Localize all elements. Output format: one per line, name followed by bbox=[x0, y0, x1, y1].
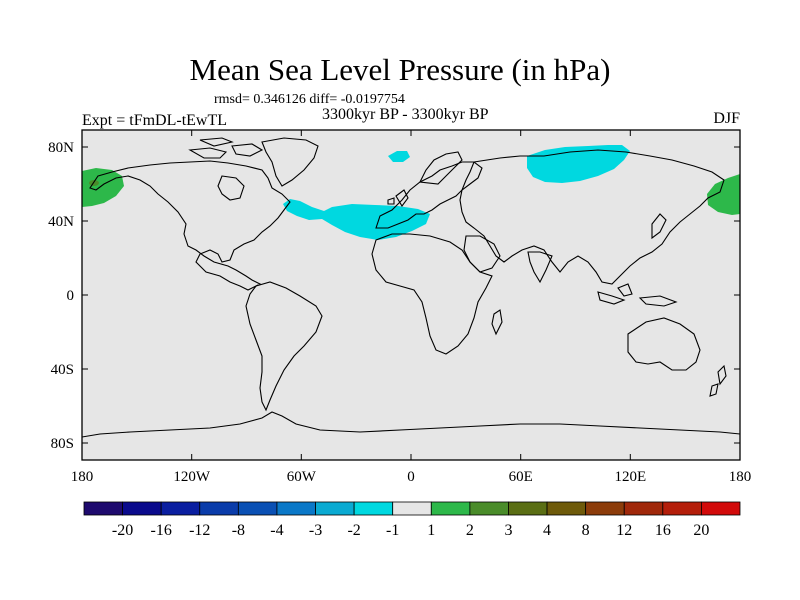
coast-new-zealand bbox=[709, 364, 727, 397]
colorbar-swatch bbox=[469, 501, 509, 516]
colorbar-label: 3 bbox=[504, 522, 512, 539]
stats-label: rmsd= 0.346126 diff= -0.0197754 bbox=[214, 92, 405, 107]
colorbar-swatch bbox=[237, 501, 278, 516]
colorbar-label: -12 bbox=[189, 522, 210, 539]
coast-india bbox=[527, 251, 553, 284]
coast-japan bbox=[651, 213, 667, 240]
colorbar-label: 4 bbox=[543, 522, 551, 539]
lon-label-120e: 120E bbox=[614, 469, 646, 485]
map-background bbox=[82, 130, 740, 460]
colorbar-label: -2 bbox=[347, 522, 360, 539]
lon-label-0: 0 bbox=[407, 469, 415, 485]
lat-label-40n: 40N bbox=[48, 214, 74, 230]
colorbar-swatch bbox=[662, 501, 702, 516]
period-label: 3300kyr BP - 3300kyr BP bbox=[322, 106, 489, 123]
coast-europe bbox=[375, 161, 483, 229]
colorbar-label: -8 bbox=[232, 522, 245, 539]
lon-label-60e: 60E bbox=[509, 469, 533, 485]
colorbar-swatch bbox=[623, 501, 664, 516]
coast-scandinavia bbox=[419, 151, 463, 185]
season-label: DJF bbox=[713, 110, 740, 127]
chart-title: Mean Sea Level Pressure (in hPa) bbox=[189, 52, 611, 87]
colorbar-label: 8 bbox=[582, 522, 590, 539]
coast-hudson-bay bbox=[217, 175, 245, 201]
colorbar-swatch bbox=[276, 501, 316, 516]
lon-labels: 180 120W 60W 0 60E 120E 180 bbox=[71, 469, 752, 485]
colorbar-swatch bbox=[585, 501, 625, 516]
coast-australia bbox=[627, 317, 701, 371]
colorbar-swatch bbox=[392, 501, 432, 516]
coast-asia bbox=[459, 149, 725, 285]
coast-africa bbox=[371, 233, 493, 355]
colorbar-label: -1 bbox=[386, 522, 399, 539]
colorbar-label: 16 bbox=[655, 522, 671, 539]
coast-indonesia bbox=[597, 283, 678, 307]
lat-label-0: 0 bbox=[67, 288, 75, 304]
colorbar-label: -20 bbox=[112, 522, 133, 539]
lat-label-40s: 40S bbox=[51, 362, 74, 378]
lon-label-60w: 60W bbox=[287, 469, 317, 485]
coast-antarctica bbox=[82, 411, 740, 438]
colorbar-label: -16 bbox=[151, 522, 172, 539]
colorbar-swatch bbox=[430, 501, 471, 516]
coast-north-america bbox=[89, 160, 291, 291]
lat-label-80n: 80N bbox=[48, 140, 74, 156]
lon-label-180w: 180 bbox=[71, 469, 94, 485]
colorbar-label: 2 bbox=[466, 522, 474, 539]
colorbar-swatch bbox=[160, 501, 201, 516]
colorbar-label: 20 bbox=[693, 522, 709, 539]
colorbar-swatch bbox=[546, 501, 587, 516]
colorbar: -20 -16 -12 -8 -4 -3 -2 -1 1 2 3 4 8 12 16 20 bbox=[83, 501, 741, 539]
colorbar-swatch bbox=[508, 501, 548, 516]
colorbar-swatch bbox=[353, 501, 394, 516]
coast-arctic-islands bbox=[188, 137, 264, 159]
anomaly-barents-sea bbox=[388, 151, 410, 162]
colorbar-label: -3 bbox=[309, 522, 322, 539]
coast-british-isles bbox=[387, 189, 409, 207]
lat-ticks bbox=[82, 146, 740, 444]
coast-greenland bbox=[261, 137, 319, 187]
colorbar-label: -4 bbox=[270, 522, 283, 539]
coast-arabia bbox=[463, 235, 501, 273]
coastlines bbox=[82, 137, 740, 438]
colorbar-label: 12 bbox=[616, 522, 632, 539]
colorbar-swatch bbox=[199, 501, 239, 516]
coast-madagascar bbox=[491, 309, 503, 336]
colorbar-swatch bbox=[701, 501, 741, 516]
coast-south-america bbox=[245, 281, 323, 412]
lon-label-120w: 120W bbox=[173, 469, 211, 485]
experiment-label: Expt = tFmDL-tEwTL bbox=[82, 112, 228, 129]
lat-labels: 80N 40N 0 40S 80S bbox=[48, 140, 74, 452]
lon-label-180e: 180 bbox=[729, 469, 752, 485]
anomaly-north-pacific-core bbox=[89, 180, 99, 186]
lon-ticks bbox=[81, 130, 741, 460]
colorbar-swatch bbox=[122, 501, 162, 516]
colorbar-swatch bbox=[83, 501, 123, 516]
colorbar-label: 1 bbox=[427, 522, 435, 539]
lat-label-80s: 80S bbox=[51, 436, 74, 452]
anomaly-north-pacific-east bbox=[82, 168, 124, 207]
anomaly-north-pacific-west bbox=[707, 174, 740, 215]
colorbar-swatch bbox=[315, 501, 355, 516]
